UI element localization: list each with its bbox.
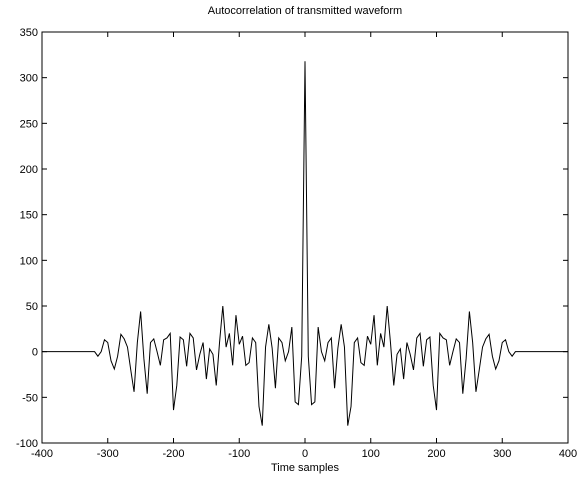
x-tick-label-8: 400 <box>559 448 577 460</box>
x-tick-label-2: -200 <box>162 448 184 460</box>
x-axis-label: Time samples <box>271 462 340 474</box>
x-tick-label-5: 100 <box>362 448 380 460</box>
y-tick-label-7: 250 <box>20 118 38 130</box>
chart-title: Autocorrelation of transmitted waveform <box>208 5 402 17</box>
x-tick-label-6: 200 <box>427 448 445 460</box>
y-tick-label-2: 0 <box>32 347 38 359</box>
y-tick-label-9: 350 <box>20 27 38 39</box>
y-tick-label-0: -100 <box>16 438 38 450</box>
x-tick-label-7: 300 <box>493 448 511 460</box>
plot-area: -400 -300 -200 -100 0 100 200 300 400 -100 -50 0 50 1… <box>16 27 577 460</box>
y-tick-label-1: -50 <box>22 392 38 404</box>
y-tick-label-4: 100 <box>20 255 38 267</box>
x-tick-label-3: -100 <box>228 448 250 460</box>
y-tick-label-5: 150 <box>20 210 38 222</box>
x-tick-label-1: -300 <box>97 448 119 460</box>
y-tick-label-6: 200 <box>20 164 38 176</box>
y-tick-label-8: 300 <box>20 73 38 85</box>
x-tick-label-0: -400 <box>31 448 53 460</box>
y-tick-label-3: 50 <box>26 301 38 313</box>
series-line-0 <box>42 61 568 426</box>
x-tick-label-4: 0 <box>302 448 308 460</box>
